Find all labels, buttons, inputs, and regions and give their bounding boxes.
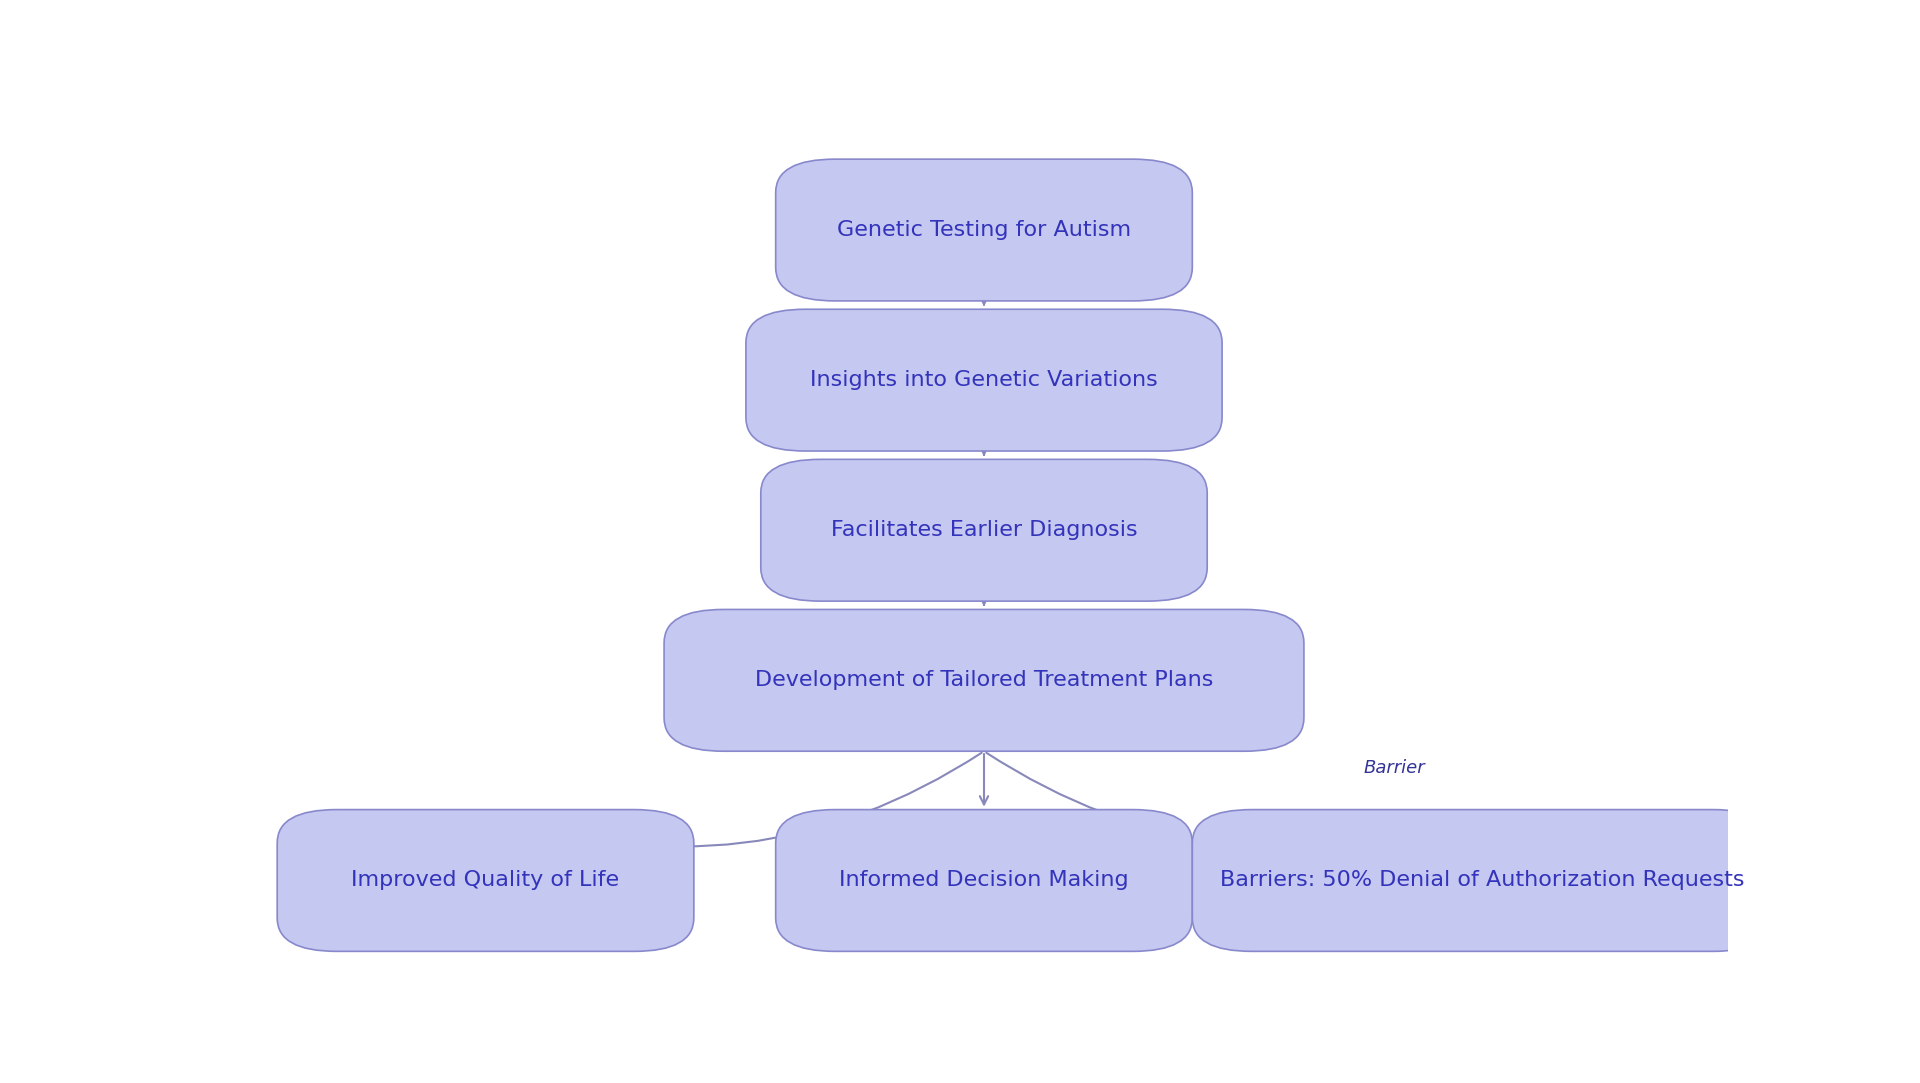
- FancyBboxPatch shape: [776, 810, 1192, 951]
- FancyBboxPatch shape: [664, 610, 1304, 752]
- FancyBboxPatch shape: [1192, 810, 1772, 951]
- Text: Development of Tailored Treatment Plans: Development of Tailored Treatment Plans: [755, 670, 1213, 690]
- Text: Barrier: Barrier: [1363, 759, 1425, 777]
- Text: Insights into Genetic Variations: Insights into Genetic Variations: [810, 370, 1158, 390]
- FancyBboxPatch shape: [276, 810, 693, 951]
- Text: Informed Decision Making: Informed Decision Making: [839, 871, 1129, 890]
- Text: Barriers: 50% Denial of Authorization Requests: Barriers: 50% Denial of Authorization Re…: [1221, 871, 1745, 890]
- Text: Improved Quality of Life: Improved Quality of Life: [351, 871, 620, 890]
- Text: Facilitates Earlier Diagnosis: Facilitates Earlier Diagnosis: [831, 520, 1137, 540]
- FancyBboxPatch shape: [760, 459, 1208, 601]
- FancyBboxPatch shape: [745, 310, 1221, 451]
- Text: Genetic Testing for Autism: Genetic Testing for Autism: [837, 220, 1131, 240]
- FancyBboxPatch shape: [776, 159, 1192, 301]
